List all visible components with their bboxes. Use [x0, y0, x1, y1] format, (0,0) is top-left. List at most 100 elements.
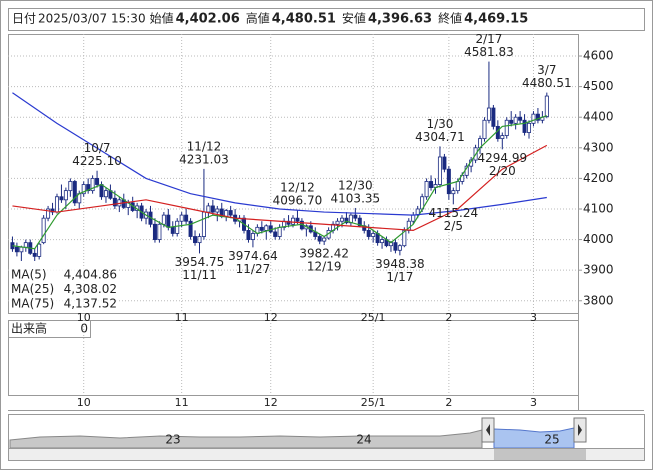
legend-name: MA(5): [11, 268, 47, 282]
annotation-date: 11/11: [182, 268, 217, 282]
candle-body: [201, 211, 206, 237]
header-label: 安値: [342, 11, 366, 26]
candle-body: [446, 168, 451, 195]
candle-body: [161, 214, 166, 225]
candle-body: [455, 181, 460, 192]
candle-body: [112, 197, 117, 207]
legend-value: 4,404.86: [64, 268, 117, 282]
header-label: 始値: [150, 11, 174, 26]
candle-body: [46, 208, 51, 219]
candle-body: [437, 156, 442, 185]
candle-body: [179, 214, 184, 222]
candle-body: [380, 239, 385, 244]
annotation-price: 4103.35: [331, 191, 381, 205]
annotation-date: 12/19: [307, 259, 342, 273]
volume-value: 0: [80, 322, 88, 336]
candle-body: [397, 245, 402, 251]
candle-body: [90, 177, 95, 192]
header-label: 日付: [12, 12, 36, 26]
candle-body: [246, 230, 251, 240]
candle-body: [19, 246, 24, 253]
candle-body: [197, 236, 202, 244]
candle-body: [411, 214, 416, 222]
scroll-thumb[interactable]: [494, 449, 586, 460]
annotation-date: 11/27: [236, 262, 271, 276]
candle-body: [500, 135, 505, 140]
annotation-price: 4115.24: [429, 206, 479, 220]
candle-body: [41, 217, 46, 244]
volume-frame: [8, 320, 579, 396]
candle-body: [491, 107, 496, 127]
header-label: 高値: [246, 11, 270, 26]
annotation-date: 3/7: [537, 63, 556, 77]
header-label: 終値: [438, 11, 462, 26]
candle-body: [286, 220, 291, 225]
annotation-price: 3948.38: [375, 257, 425, 271]
handle-arrow: [486, 424, 490, 436]
x-tick-label: 11: [175, 396, 189, 409]
x-tick-label: 12: [264, 396, 278, 409]
candle-body: [152, 223, 157, 240]
candle-body: [103, 190, 108, 198]
annotation-price: 4096.70: [273, 193, 323, 207]
x-tick-label: 25/1: [361, 311, 386, 324]
volume-legend: [8, 320, 91, 338]
candle-body: [344, 217, 349, 224]
y-tick-label: 4400: [583, 110, 614, 124]
annotation-date: 11/12: [187, 139, 222, 153]
x-tick-label: 12: [264, 311, 278, 324]
candle-body: [184, 214, 189, 222]
candle-body: [544, 95, 549, 117]
candle-body: [259, 226, 264, 231]
scrollbar[interactable]: [8, 448, 645, 461]
annotation-price: 4304.71: [415, 130, 465, 144]
candle-body: [429, 181, 434, 188]
annotation-price: 3954.75: [175, 255, 225, 269]
candle-body: [95, 177, 100, 185]
candle-body: [522, 119, 527, 133]
candle-body: [157, 223, 162, 240]
candle-body: [335, 220, 340, 225]
candle-body: [451, 190, 456, 195]
legend-value: 4,137.52: [64, 297, 117, 311]
legend-box: [9, 267, 119, 312]
y-tick-label: 4200: [583, 171, 614, 185]
candle-body: [357, 217, 362, 227]
candle-body: [166, 214, 171, 228]
candle-body: [393, 242, 398, 251]
navigator-selection: [493, 427, 575, 449]
y-tick-label: 3900: [583, 263, 614, 277]
annotation-date: 10/7: [84, 141, 111, 155]
ma-line: [12, 92, 547, 216]
annotation-price: 4480.51: [522, 76, 572, 90]
header-value: 4,469.15: [464, 12, 528, 27]
candle-body: [175, 220, 180, 234]
candle-body: [63, 190, 68, 201]
candle-body: [531, 113, 536, 124]
x-tick-label: 2: [445, 396, 452, 409]
candle-body: [273, 231, 278, 237]
candle-body: [339, 217, 344, 222]
annotation-price: 4225.10: [72, 154, 122, 168]
candle-body: [210, 205, 215, 213]
annotation-date: 12/30: [338, 178, 373, 192]
candle-body: [527, 122, 532, 133]
legend-value: 4,308.02: [64, 282, 117, 296]
candle-body: [37, 243, 42, 257]
header-label: 2025/03/07 15:30: [38, 12, 146, 26]
candle-body: [277, 226, 282, 237]
candle-body: [188, 220, 193, 237]
annotation-price: 4231.03: [179, 152, 229, 166]
candle-body: [170, 226, 175, 234]
header-box: [8, 8, 645, 31]
candle-body: [535, 113, 540, 121]
candle-body: [59, 196, 64, 201]
annotation-date: 1/17: [386, 270, 413, 284]
candle-body: [366, 230, 371, 237]
candle-body: [99, 184, 104, 198]
candle-body: [513, 116, 518, 124]
candle-body: [250, 233, 255, 240]
candle-body: [353, 214, 358, 219]
navigator-label: 23: [165, 433, 180, 447]
candle-body: [228, 210, 233, 216]
